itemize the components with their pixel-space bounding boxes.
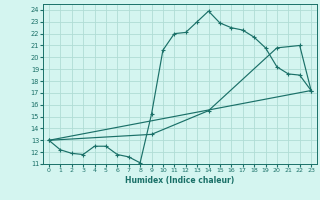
X-axis label: Humidex (Indice chaleur): Humidex (Indice chaleur)	[125, 176, 235, 185]
